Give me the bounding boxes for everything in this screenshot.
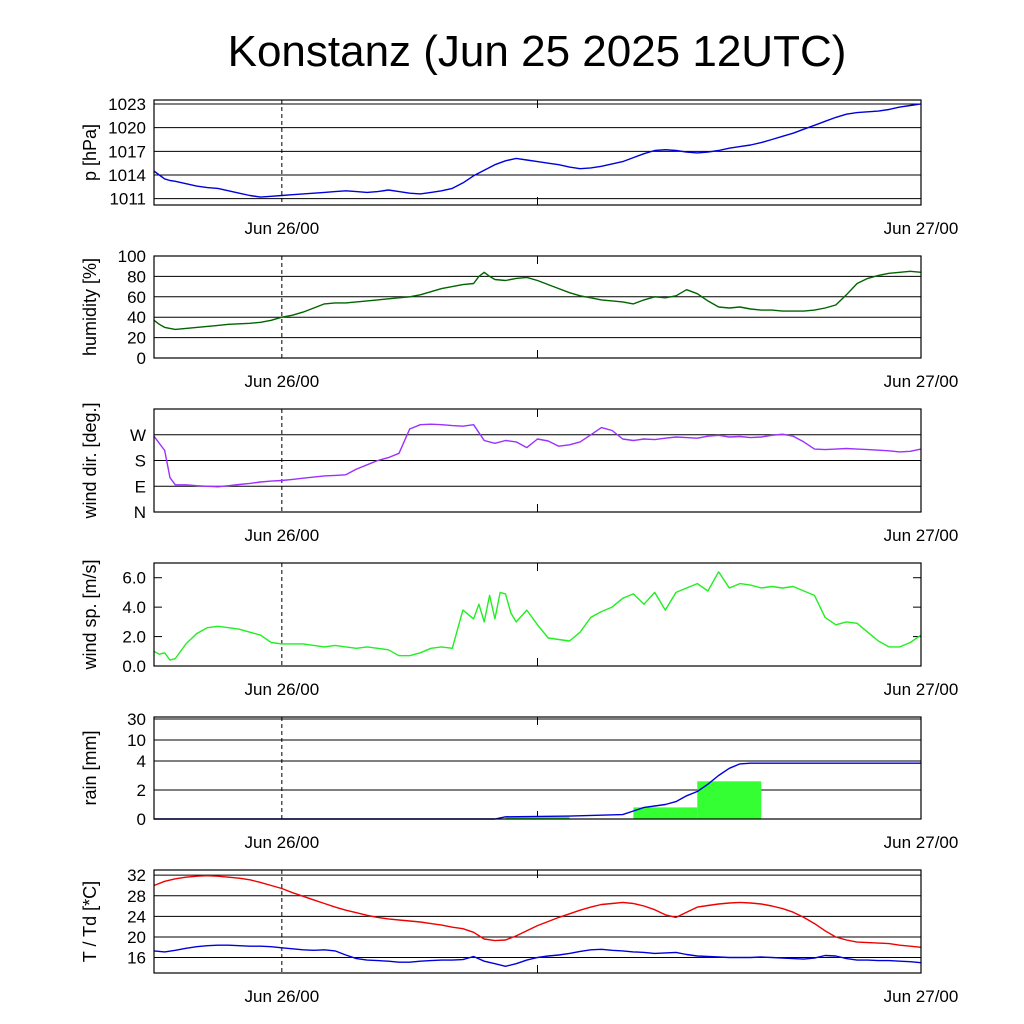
rain-ytick-label: 30 [127, 710, 146, 729]
humidity-ytick-label: 60 [127, 288, 146, 307]
temperature-ytick-label: 16 [127, 949, 146, 968]
wind-speed-panel: 0.0 2.0 4.0 6.0 wind sp. [m/s] Jun 26/00 Jun 2… [80, 559, 958, 699]
rain-bar [505, 816, 570, 819]
temperature-ytick-label: 20 [127, 928, 146, 947]
wind-direction-axis-label: wind dir. [deg.] [80, 402, 100, 519]
rain-xtick-label: Jun 27/00 [884, 833, 959, 852]
pressure-ytick-label: 1023 [108, 95, 146, 114]
pressure-xtick-label: Jun 26/00 [244, 219, 319, 238]
rain-xtick-label: Jun 26/00 [244, 833, 319, 852]
temperature-xtick-label: Jun 26/00 [244, 987, 319, 1006]
wind-speed-xtick-label: Jun 26/00 [244, 680, 319, 699]
wind-direction-frame [153, 408, 922, 513]
pressure-frame [153, 99, 922, 206]
rain-axis-label: rain [mm] [80, 730, 100, 805]
rain-series-line [154, 762, 921, 820]
wind-speed-xtick-label: Jun 27/00 [884, 680, 959, 699]
rain-panel: 0 2 4 10 30 rain [mm] Jun 26/00 Jun 27/00 [80, 710, 958, 852]
chart-title: Konstanz (Jun 25 2025 12UTC) [228, 27, 847, 76]
pressure-ytick-label: 1017 [108, 142, 146, 161]
wind-speed-ytick-label: 6.0 [122, 569, 146, 588]
temperature-series-line [153, 944, 922, 967]
pressure-series-line [153, 103, 922, 198]
humidity-ytick-label: 100 [118, 247, 146, 266]
rain-bar [633, 807, 698, 819]
wind-speed-ytick-label: 4.0 [122, 598, 146, 617]
temperature-ytick-label: 32 [127, 866, 146, 885]
wind-direction-ytick-label: S [135, 452, 146, 471]
temperature-xtick-label: Jun 27/00 [884, 987, 959, 1006]
rain-ytick-label: 10 [127, 731, 146, 750]
rain-ytick-label: 0 [137, 810, 146, 829]
wind-speed-axis-label: wind sp. [m/s] [80, 559, 100, 670]
rain-ytick-label: 2 [137, 781, 146, 800]
pressure-ytick-label: 1014 [108, 166, 146, 185]
wind-direction-series-line [153, 423, 922, 488]
pressure-xtick-label: Jun 27/00 [884, 219, 959, 238]
humidity-ytick-label: 40 [127, 308, 146, 327]
temperature-ytick-label: 28 [127, 887, 146, 906]
wind-direction-xtick-label: Jun 27/00 [884, 526, 959, 545]
wind-speed-ytick-label: 2.0 [122, 628, 146, 647]
humidity-series-line [153, 270, 922, 331]
wind-direction-ytick-label: N [134, 503, 146, 522]
wind-speed-frame [153, 562, 922, 667]
pressure-ytick-label: 1020 [108, 119, 146, 138]
pressure-ytick-label: 1011 [109, 190, 146, 209]
wind-direction-ytick-label: E [135, 477, 146, 496]
wind-direction-ytick-label: W [130, 426, 146, 445]
humidity-xtick-label: Jun 26/00 [244, 372, 319, 391]
rain-bar [697, 781, 762, 819]
temperature-frame [153, 869, 922, 974]
rain-ytick-label: 4 [137, 752, 146, 771]
pressure-panel: 1011 1014 1017 1020 1023 p [hPa] Jun 26/00 Jun … [80, 95, 958, 238]
wind-speed-ytick-label: 0.0 [122, 657, 146, 676]
rain-frame [153, 716, 922, 820]
pressure-axis-label: p [hPa] [80, 124, 100, 181]
humidity-ytick-label: 20 [127, 329, 146, 348]
humidity-xtick-label: Jun 27/00 [884, 372, 959, 391]
temperature-ytick-label: 24 [127, 907, 146, 926]
humidity-frame [153, 255, 922, 359]
wind-speed-series-line [153, 571, 922, 661]
humidity-ytick-label: 0 [137, 349, 146, 368]
humidity-ytick-label: 80 [127, 267, 146, 286]
temperature-axis-label: T / Td [*C] [80, 881, 100, 962]
humidity-axis-label: humidity [%] [80, 258, 100, 356]
wind-direction-xtick-label: Jun 26/00 [244, 526, 319, 545]
temperature-series-line [153, 875, 922, 948]
